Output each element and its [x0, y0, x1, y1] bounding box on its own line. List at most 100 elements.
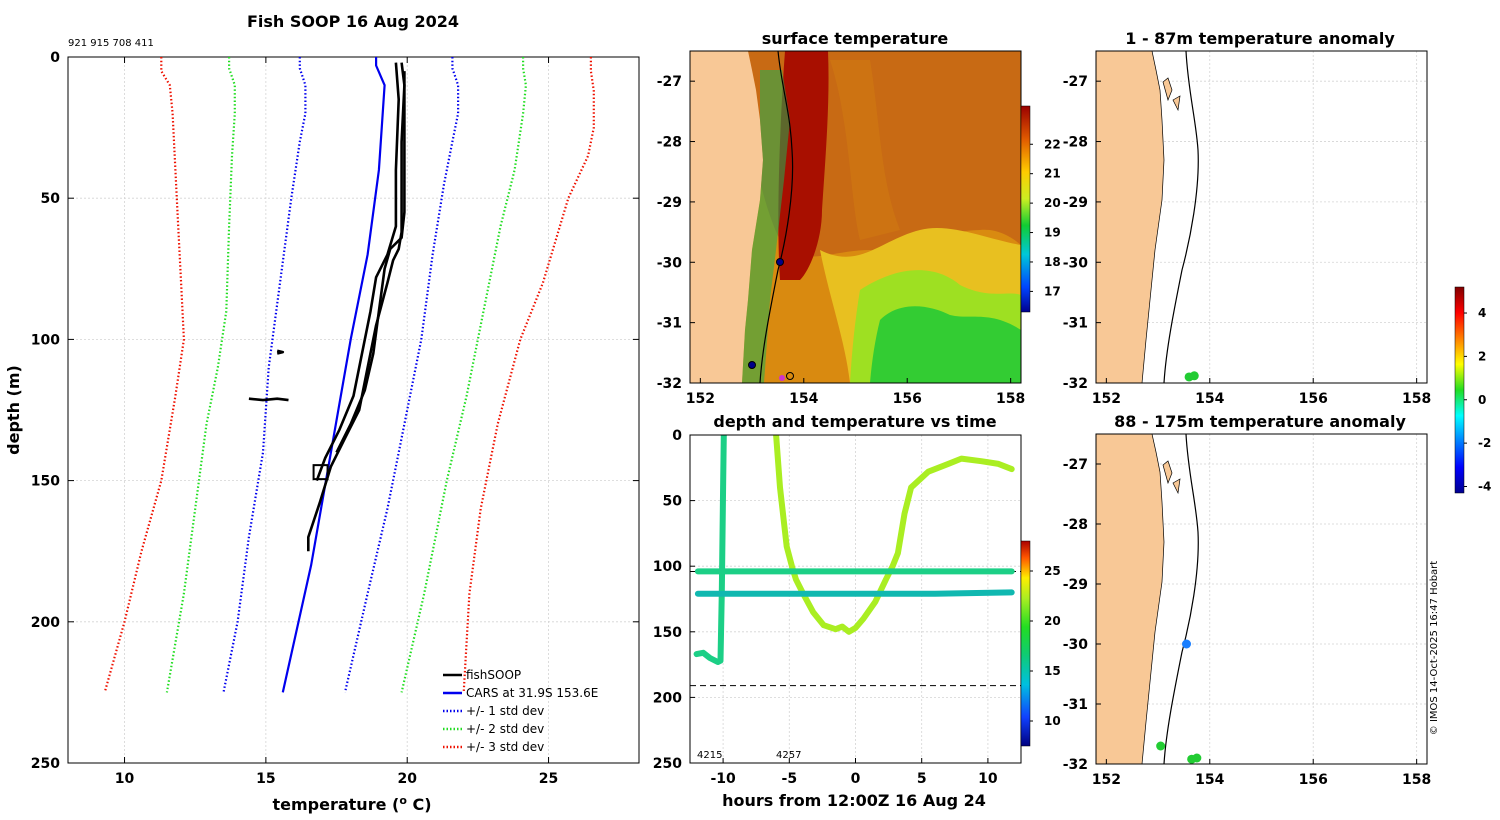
- colorbar-tick-label: 22: [1044, 137, 1061, 151]
- map-ytick-label: -27: [1063, 74, 1088, 90]
- anomaly2-isobath: [1163, 434, 1199, 764]
- timeseries-xtick-label: -10: [710, 771, 736, 787]
- float-ids: 921 915 708 411: [68, 38, 154, 49]
- sst-isobath: [759, 51, 794, 383]
- colorbar-tick-label: 15: [1044, 664, 1061, 678]
- profile-ytick-label: 100: [31, 332, 60, 348]
- legend-std3: +/- 3 std dev: [466, 740, 544, 754]
- profile-series-cars-at-31-9s-153-6e: [281, 57, 386, 693]
- timeseries-grid: [690, 434, 1021, 764]
- anomaly2-points: [1156, 639, 1202, 764]
- profile-ytick-label: 50: [41, 191, 61, 207]
- map-ytick-label: -30: [657, 255, 683, 271]
- colorbar-tick-label: 18: [1044, 255, 1061, 269]
- profile-series--3-std-dev: [462, 57, 595, 693]
- timeseries-xtick-label: 5: [917, 771, 927, 787]
- profile-ylabel: depth (m): [4, 365, 23, 455]
- anomaly-point: [1189, 371, 1199, 381]
- profile-ytick-label: 200: [31, 615, 60, 631]
- timeseries-ytick-label: 200: [653, 690, 682, 706]
- profile-series-fishsoop: [335, 71, 406, 453]
- anomaly1-axes-box: [1095, 50, 1428, 384]
- timeseries-plot: [690, 435, 1021, 687]
- profile-series-fishsoop: [248, 397, 289, 402]
- sst-station-4: [779, 375, 785, 381]
- map-ytick-label: -31: [1063, 697, 1088, 713]
- sst-station-2: [748, 361, 756, 369]
- colorbar-tick-label: 20: [1044, 196, 1061, 210]
- profile-series--1-std-dev: [222, 57, 307, 693]
- map-ytick-label: -30: [1063, 637, 1089, 653]
- timeseries-ytick-label: 0: [672, 428, 682, 444]
- anomaly1-title: 1 - 87m temperature anomaly: [1125, 29, 1395, 48]
- profile-ytick-label: 250: [31, 756, 60, 772]
- legend-cars: CARS at 31.9S 153.6E: [466, 686, 598, 700]
- annotation-4257: 4257: [776, 750, 801, 761]
- anomaly-point: [1192, 753, 1202, 763]
- profile-series--2-std-dev: [165, 57, 236, 693]
- profile-series: [103, 57, 595, 693]
- sst-cold-patch: [870, 306, 1021, 383]
- map-xtick-label: 158: [1402, 772, 1431, 788]
- timeseries-xtick-label: -5: [782, 771, 798, 787]
- profile-series-fishsoop: [306, 62, 406, 552]
- timeseries-ytick-label: 150: [653, 625, 682, 641]
- anomaly2-title: 88 - 175m temperature anomaly: [1114, 412, 1406, 431]
- anomaly1-isobath: [1163, 51, 1199, 383]
- anomaly2-ticks: 152 154 156 158 -27 -28 -29 -30 -31 -32: [1063, 457, 1432, 788]
- colorbar-tick-label: 2: [1478, 349, 1486, 363]
- timeseries-xlabel: hours from 12:00Z 16 Aug 24: [722, 791, 986, 810]
- timeseries-track-4215-a: [693, 435, 727, 665]
- map-ytick-label: -28: [657, 135, 682, 151]
- timeseries-colorbar-ticks: 10 15 20 25: [1030, 564, 1061, 728]
- map-xtick-label: 154: [789, 391, 818, 407]
- profile-ytick-label: 150: [31, 474, 60, 490]
- sst-ticks: 152 154 156 158 -27 -28 -29 -30 -31 -32: [657, 74, 1026, 407]
- anomaly1-ticks: 152 154 156 158 -27 -28 -29 -30 -31 -32: [1063, 74, 1432, 407]
- map-ytick-label: -28: [1063, 517, 1088, 533]
- anomaly1-points: [1184, 371, 1199, 382]
- legend-std1: +/- 1 std dev: [466, 704, 544, 718]
- colorbar-tick-label: 0: [1478, 393, 1486, 407]
- map-ytick-label: -29: [1063, 195, 1088, 211]
- map-xtick-label: 156: [1299, 772, 1328, 788]
- profile-series--2-std-dev: [400, 57, 528, 693]
- map-ytick-label: -27: [1063, 457, 1088, 473]
- colorbar-tick-label: -4: [1478, 479, 1491, 493]
- sst-land: [690, 51, 763, 383]
- sst-map: [690, 51, 1021, 383]
- anomaly-point: [1182, 639, 1192, 649]
- map-ytick-label: -30: [1063, 255, 1089, 271]
- map-xtick-label: 154: [1195, 772, 1224, 788]
- annotation-4215: 4215: [697, 750, 722, 761]
- map-ytick-label: -27: [657, 74, 682, 90]
- anomaly1-land: [1096, 51, 1165, 383]
- anomaly2-map: [1096, 434, 1202, 764]
- map-ytick-label: -32: [657, 376, 682, 392]
- map-xtick-label: 152: [1092, 391, 1121, 407]
- colorbar-tick-label: 10: [1044, 714, 1061, 728]
- legend-fishsoop: fishSOOP: [466, 668, 521, 682]
- anomaly-colorbar-ticks: -4 -2 0 2 4: [1464, 306, 1491, 493]
- timeseries-ytick-label: 50: [663, 494, 683, 510]
- timeseries-xtick-label: 10: [978, 771, 998, 787]
- colorbar-tick-label: 17: [1044, 284, 1061, 298]
- sst-colorbar-ticks: 17 18 19 20 21 22: [1030, 137, 1061, 298]
- colorbar-tick-label: 4: [1478, 306, 1486, 320]
- anomaly2-axes-box: [1095, 433, 1428, 765]
- figure-title: Fish SOOP 16 Aug 2024: [247, 12, 459, 31]
- sst-streak: [830, 60, 900, 240]
- timeseries-colorbar: [1020, 540, 1031, 747]
- timeseries-title: depth and temperature vs time: [713, 412, 996, 431]
- map-ytick-label: -31: [1063, 316, 1088, 332]
- copyright-text: © IMOS 14-Oct-2025 16:47 Hobart: [1429, 561, 1440, 736]
- map-xtick-label: 152: [686, 391, 715, 407]
- profile-xlabel: temperature (o C): [272, 794, 431, 814]
- profile-axes-box: [67, 56, 640, 764]
- profile-panel: Fish SOOP 16 Aug 2024 921 915 708 411 10…: [4, 12, 640, 814]
- sst-eac-core: [778, 51, 829, 280]
- timeseries-track-121m: [694, 589, 1015, 597]
- legend-std2: +/- 2 std dev: [466, 722, 544, 736]
